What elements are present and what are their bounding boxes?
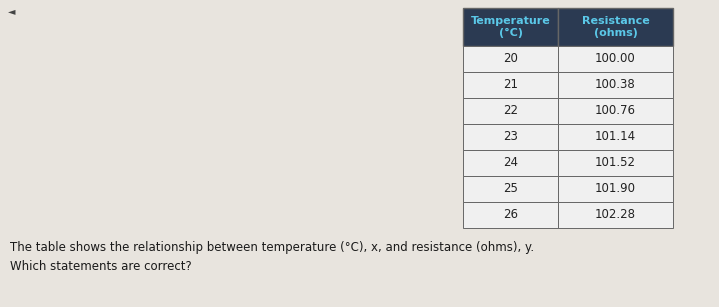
- Bar: [558, 72, 673, 98]
- Bar: [558, 176, 673, 202]
- Text: 22: 22: [503, 104, 518, 118]
- Text: 100.76: 100.76: [595, 104, 636, 118]
- Bar: [558, 202, 673, 228]
- Text: 100.38: 100.38: [595, 79, 636, 91]
- Bar: [558, 124, 673, 150]
- Text: 100.00: 100.00: [595, 52, 636, 65]
- Bar: [463, 176, 558, 202]
- Text: 26: 26: [503, 208, 518, 221]
- Text: Which statements are correct?: Which statements are correct?: [10, 259, 192, 273]
- Bar: [463, 98, 558, 124]
- Text: Resistance
(ohms): Resistance (ohms): [582, 16, 649, 38]
- Bar: [558, 150, 673, 176]
- Text: 25: 25: [503, 182, 518, 196]
- Text: 24: 24: [503, 157, 518, 169]
- Bar: [463, 8, 558, 46]
- Bar: [558, 98, 673, 124]
- Bar: [558, 8, 673, 46]
- Bar: [558, 46, 673, 72]
- Text: 101.90: 101.90: [595, 182, 636, 196]
- Bar: [463, 150, 558, 176]
- Text: 23: 23: [503, 130, 518, 143]
- Bar: [463, 72, 558, 98]
- Text: 101.52: 101.52: [595, 157, 636, 169]
- Text: Temperature
(°C): Temperature (°C): [471, 16, 550, 38]
- Text: The table shows the relationship between temperature (°C), x, and resistance (oh: The table shows the relationship between…: [10, 242, 534, 255]
- Bar: [463, 124, 558, 150]
- Bar: [463, 202, 558, 228]
- Text: 102.28: 102.28: [595, 208, 636, 221]
- Text: 20: 20: [503, 52, 518, 65]
- Text: 101.14: 101.14: [595, 130, 636, 143]
- Bar: [463, 46, 558, 72]
- Text: ◄: ◄: [8, 6, 16, 16]
- Text: 21: 21: [503, 79, 518, 91]
